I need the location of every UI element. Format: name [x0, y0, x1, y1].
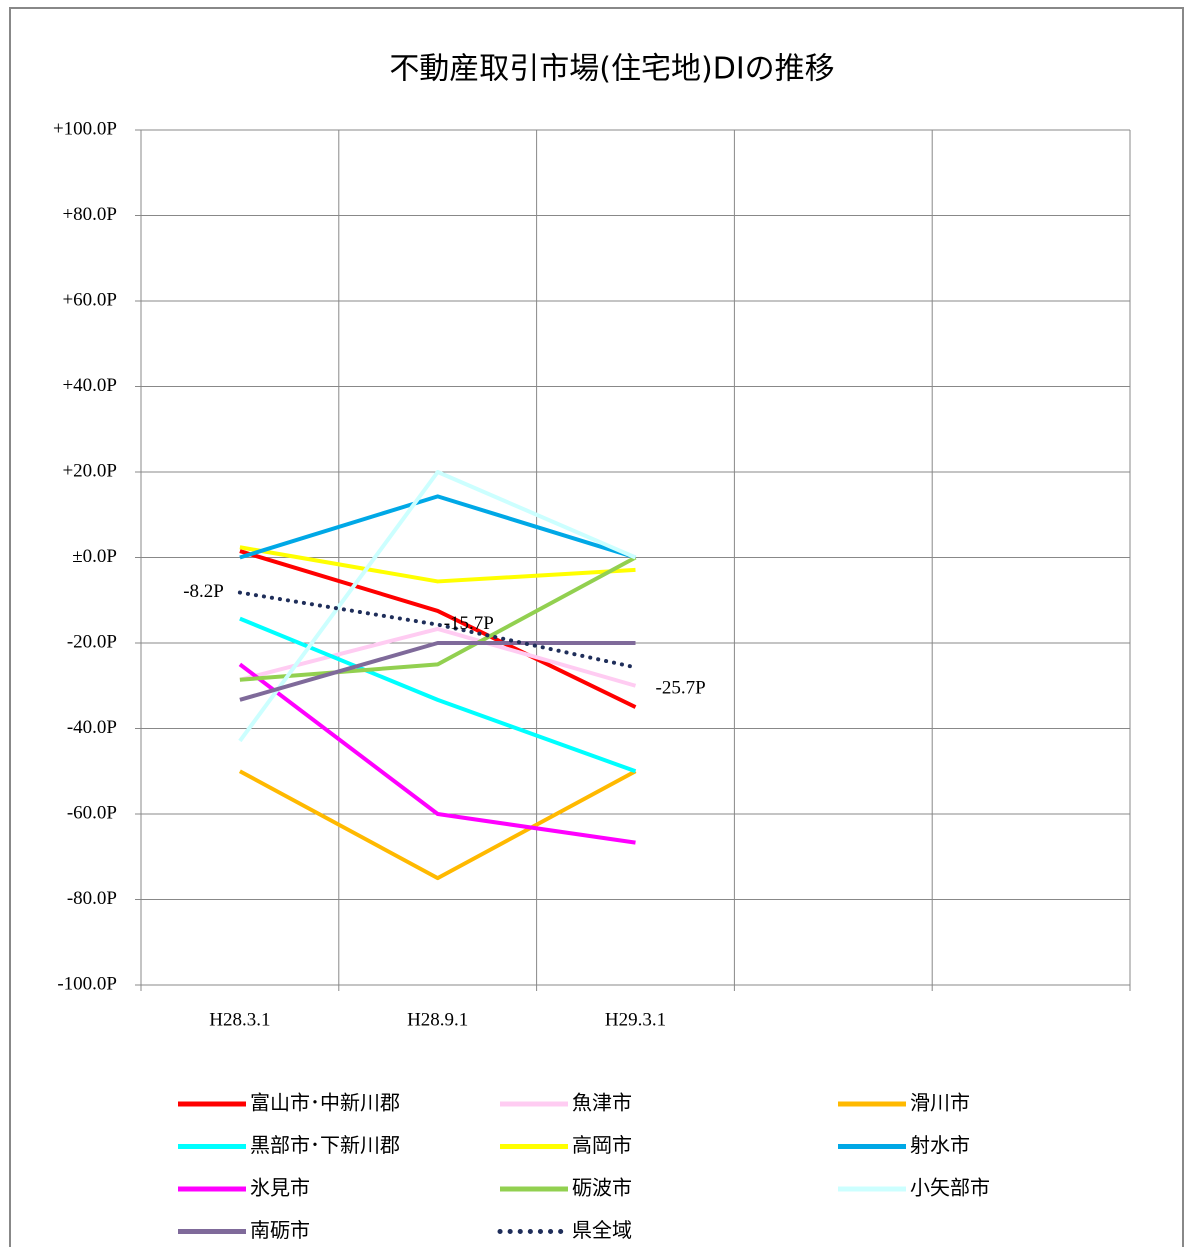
legend-label: 砺波市 [572, 1176, 632, 1200]
legend-label: 黒部市･下新川郡 [250, 1133, 400, 1157]
y-tick-label: +20.0P [62, 460, 117, 481]
legend-label: 射水市 [910, 1133, 970, 1157]
y-tick-label: -60.0P [67, 802, 117, 823]
chart-title: 不動産取引市場(住宅地)DIの推移 [389, 52, 834, 87]
series-line [237, 590, 638, 670]
y-tick-label: -20.0P [67, 631, 117, 652]
legend-label: 県全域 [572, 1218, 632, 1242]
series-line [238, 470, 637, 743]
series-line [238, 662, 636, 845]
legend-label: 小矢部市 [910, 1176, 990, 1200]
y-tick-label: +100.0P [53, 118, 117, 139]
chart-frame [9, 7, 1184, 1247]
y-tick-label: +80.0P [62, 204, 117, 225]
series-line [239, 545, 636, 584]
series-line [238, 769, 637, 881]
legend-label: 南砺市 [250, 1218, 310, 1242]
x-tick-label: H28.3.1 [209, 1009, 270, 1030]
x-tick-label: H28.9.1 [407, 1009, 468, 1030]
legend-label: 氷見市 [250, 1176, 310, 1200]
series-line [239, 641, 636, 702]
series-line [239, 626, 637, 688]
y-tick-label: -40.0P [67, 717, 117, 738]
series-line [239, 616, 637, 774]
data-label: -8.2P [183, 581, 224, 602]
series-line [239, 555, 637, 682]
series-line [239, 549, 637, 709]
legend-label: 魚津市 [572, 1091, 632, 1115]
legend-label: 富山市･中新川郡 [250, 1091, 400, 1115]
y-tick-label: -100.0P [57, 973, 117, 994]
y-tick-label: ±0.0P [72, 546, 117, 567]
legend-label: 滑川市 [910, 1091, 970, 1115]
series-line [239, 494, 637, 560]
x-tick-label: H29.3.1 [605, 1009, 666, 1030]
data-label: -25.7P [656, 678, 706, 699]
y-tick-label: +60.0P [62, 289, 117, 310]
y-tick-label: +40.0P [62, 375, 117, 396]
data-label: -15.7P [444, 613, 494, 634]
y-tick-label: -80.0P [67, 888, 117, 909]
legend-label: 高岡市 [572, 1133, 632, 1157]
